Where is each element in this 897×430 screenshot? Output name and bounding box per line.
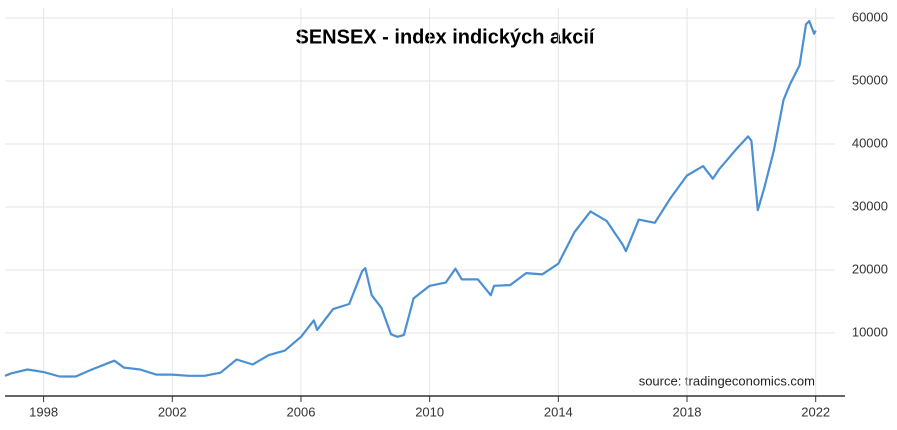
source: source: tradingeconomics.com xyxy=(639,373,815,388)
y-tick-label: 50000 xyxy=(852,72,888,87)
x-tick-label: 1998 xyxy=(29,404,58,419)
y-tick-label: 60000 xyxy=(852,9,888,24)
line-series xyxy=(4,20,817,378)
y-tick-label: 40000 xyxy=(852,135,888,150)
x-tick-label: 2018 xyxy=(673,404,702,419)
y-tick-label: 30000 xyxy=(852,198,888,213)
x-tick-label: 2002 xyxy=(158,404,187,419)
x-tick-label: 2006 xyxy=(287,404,316,419)
x-tick-label: 2010 xyxy=(415,404,444,419)
x-tick-label: 2022 xyxy=(801,404,830,419)
y-tick-label: 20000 xyxy=(852,261,888,276)
chart-title: SENSEX - index indických akcií xyxy=(295,26,595,48)
x-tick-label: 2014 xyxy=(544,404,573,419)
y-tick-label: 10000 xyxy=(852,324,888,339)
